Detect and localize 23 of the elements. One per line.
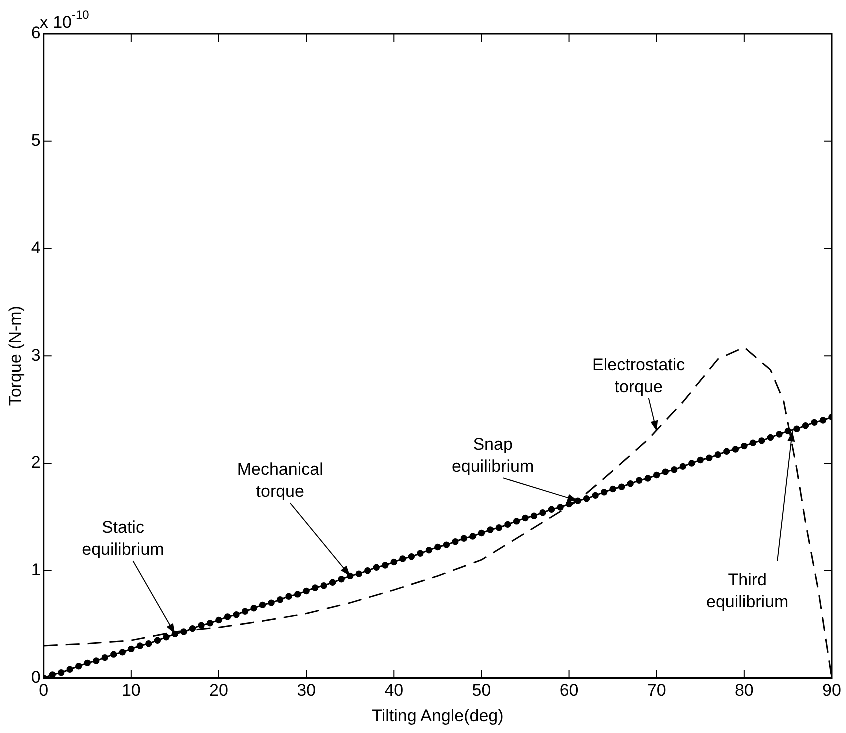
x-tick-label: 70	[647, 681, 666, 700]
x-tick-label: 50	[472, 681, 492, 700]
x-tick-label: 30	[297, 681, 316, 700]
x-axis-title: Tilting Angle(deg)	[372, 706, 504, 726]
y-axis-title: Torque (N-m)	[6, 306, 25, 406]
y-tick-label: 1	[31, 560, 41, 580]
annotation: Snap equilibrium	[452, 435, 534, 476]
y-tick-label: 6	[31, 24, 41, 43]
y-tick-label: 2	[31, 453, 41, 472]
annotation: Electrostatic torque	[592, 355, 686, 396]
x-tick-label: 20	[210, 681, 228, 700]
annotation: Mechanical torque	[237, 460, 324, 502]
annotation: Static equilibrium	[82, 518, 164, 560]
x-tick-label: 10	[122, 681, 141, 700]
annotation: Third equilibrium	[706, 570, 789, 612]
x-tick-label: 60	[560, 681, 579, 700]
x-tick-label: 80	[734, 681, 754, 700]
y-tick-label: 0	[31, 668, 41, 687]
y-tick-label: 4	[31, 238, 41, 258]
x-tick-label: 40	[384, 681, 404, 700]
x-tick-label: 90	[822, 681, 842, 700]
y-tick-label: 5	[31, 131, 41, 150]
y-tick-label: 3	[31, 346, 41, 365]
